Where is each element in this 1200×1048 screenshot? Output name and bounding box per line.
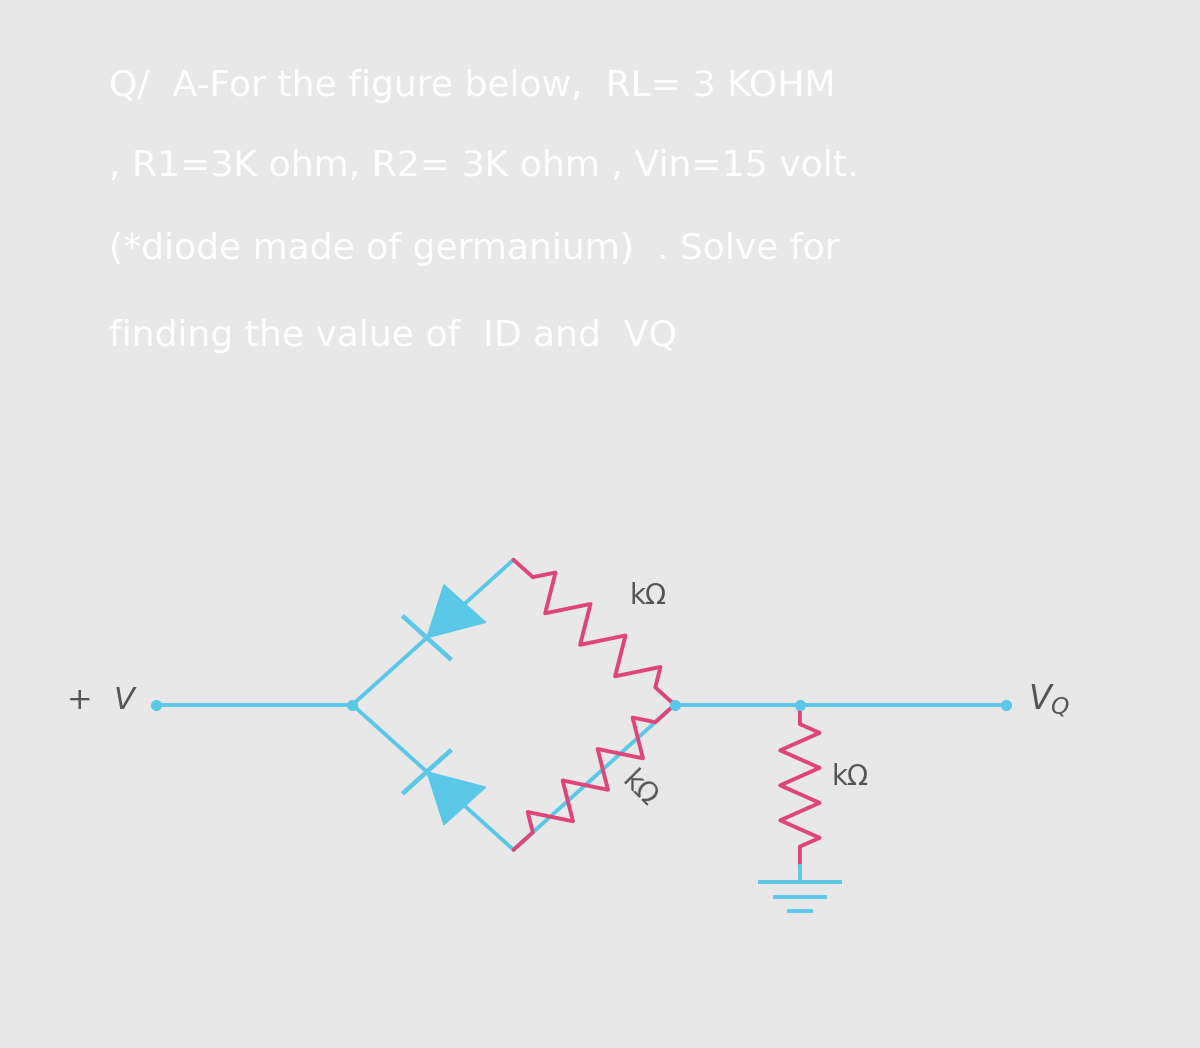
- Text: kΩ: kΩ: [617, 766, 662, 812]
- Text: kΩ: kΩ: [832, 763, 869, 791]
- Text: V: V: [114, 686, 134, 715]
- Text: finding the value of  ID and  VQ: finding the value of ID and VQ: [109, 319, 677, 352]
- Text: $V_Q$: $V_Q$: [1028, 682, 1070, 719]
- Polygon shape: [427, 585, 486, 638]
- Text: kΩ: kΩ: [630, 582, 667, 610]
- Text: Q/  A-For the figure below,  RL= 3 KOHM: Q/ A-For the figure below, RL= 3 KOHM: [109, 69, 835, 103]
- Text: , R1=3K ohm, R2= 3K ohm , Vin=15 volt.: , R1=3K ohm, R2= 3K ohm , Vin=15 volt.: [109, 149, 858, 182]
- Polygon shape: [427, 771, 486, 825]
- Text: (*diode made of germanium)  . Solve for: (*diode made of germanium) . Solve for: [109, 232, 840, 266]
- Text: +: +: [67, 686, 92, 715]
